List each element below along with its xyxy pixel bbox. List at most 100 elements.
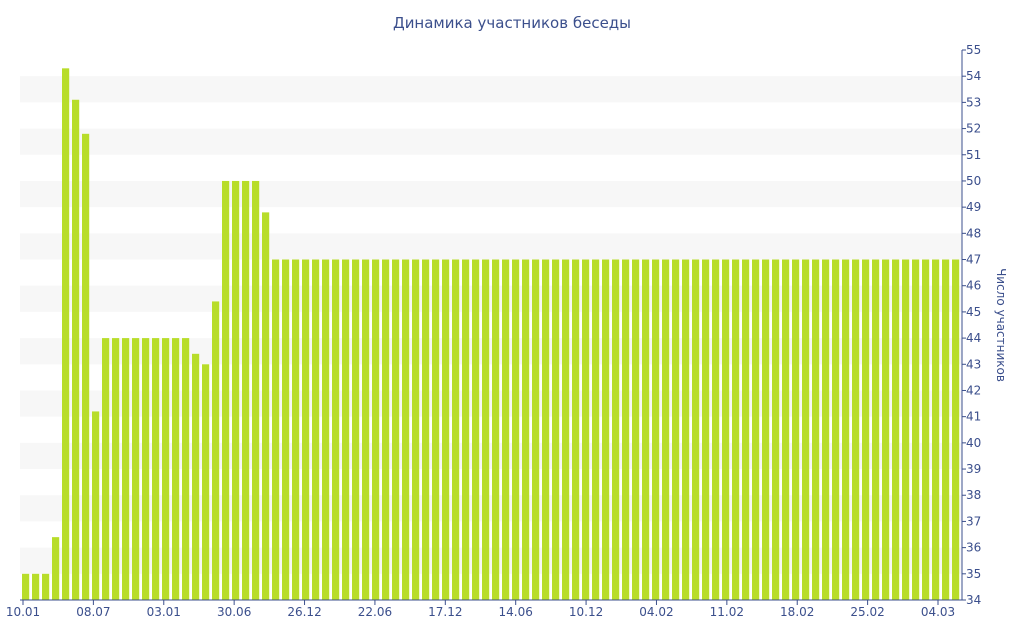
y-tick-label: 41 — [966, 410, 981, 424]
x-tick-label: 14.06 — [499, 605, 533, 619]
bar — [212, 301, 220, 600]
bar — [802, 259, 810, 600]
y-tick-label: 43 — [966, 357, 981, 371]
bar — [872, 259, 880, 600]
bar — [422, 259, 430, 600]
bar — [152, 338, 160, 600]
y-tick-label: 34 — [966, 593, 981, 607]
bar — [612, 259, 620, 600]
bar — [632, 259, 640, 600]
bar — [312, 259, 320, 600]
y-tick-label: 40 — [966, 436, 981, 450]
bar — [192, 353, 200, 600]
y-tick-label: 47 — [966, 253, 981, 267]
bar — [242, 180, 250, 600]
y-tick-label: 52 — [966, 122, 981, 136]
bar — [812, 259, 820, 600]
y-tick-label: 55 — [966, 43, 981, 57]
grid-band — [20, 233, 962, 260]
bar — [762, 259, 770, 600]
bar — [952, 259, 960, 600]
bar — [832, 259, 840, 600]
x-ticks: 10.01 08.07 03.01 30.06 26.12 22.06 17.12 14.06… — [6, 600, 955, 619]
bar — [472, 259, 480, 600]
y-tick-label: 37 — [966, 514, 981, 528]
chart-title: Динамика участников беседы — [393, 14, 631, 32]
bar — [372, 259, 380, 600]
bar — [92, 411, 100, 600]
bar — [172, 338, 180, 600]
bar — [552, 259, 560, 600]
y-tick-label: 39 — [966, 462, 981, 476]
bar — [262, 212, 270, 600]
bar — [882, 259, 890, 600]
bar — [292, 259, 300, 600]
bar — [182, 338, 190, 600]
grid-band — [20, 338, 962, 365]
bar — [702, 259, 710, 600]
bar — [852, 259, 860, 600]
bar — [902, 259, 910, 600]
bar — [892, 259, 900, 600]
bar — [62, 68, 70, 600]
bar — [672, 259, 680, 600]
bar — [72, 99, 80, 600]
bar — [522, 259, 530, 600]
grid-band — [20, 180, 962, 208]
bar — [932, 259, 940, 600]
bar — [732, 259, 740, 600]
grid-band — [20, 442, 962, 470]
x-tick-label: 04.02 — [639, 605, 673, 619]
bar — [122, 338, 130, 600]
bar — [532, 259, 540, 600]
y-tick-label: 38 — [966, 488, 981, 502]
x-tick-label: 11.02 — [710, 605, 744, 619]
bar — [442, 259, 450, 600]
bar — [782, 259, 790, 600]
grid-band — [20, 76, 962, 103]
y-tick-label: 48 — [966, 226, 981, 240]
bar — [742, 259, 750, 600]
bar — [32, 573, 40, 600]
bar — [862, 259, 870, 600]
bar — [162, 338, 170, 600]
bar — [432, 259, 440, 600]
bar — [822, 259, 830, 600]
grid-band — [20, 128, 962, 155]
x-tick-label: 08.07 — [76, 605, 110, 619]
bar — [382, 259, 390, 600]
bar — [352, 259, 360, 600]
bar — [642, 259, 650, 600]
bar — [202, 364, 210, 600]
y-ticks: 34 35 36 37 38 39 40 41 42 43 44 45 46 47 48 49 50 51 52 53… — [962, 43, 981, 607]
bar — [752, 259, 760, 600]
y-tick-label: 53 — [966, 95, 981, 109]
bar — [272, 259, 280, 600]
bar — [82, 133, 90, 600]
x-tick-label: 26.12 — [287, 605, 321, 619]
bar — [102, 338, 110, 600]
y-tick-label: 42 — [966, 383, 981, 397]
bar — [392, 259, 400, 600]
y-tick-label: 46 — [966, 279, 981, 293]
x-tick-label: 17.12 — [428, 605, 462, 619]
bar — [592, 259, 600, 600]
bar — [282, 259, 290, 600]
x-tick-label: 18.02 — [780, 605, 814, 619]
bar — [772, 259, 780, 600]
x-tick-label: 30.06 — [217, 605, 251, 619]
bar — [322, 259, 330, 600]
bar — [582, 259, 590, 600]
bar — [572, 259, 580, 600]
bar — [602, 259, 610, 600]
y-axis-title: Число участников — [994, 268, 1008, 382]
bar — [22, 573, 30, 600]
grid-band — [20, 285, 962, 312]
bar — [502, 259, 510, 600]
bar — [792, 259, 800, 600]
bar — [222, 180, 230, 600]
bar — [512, 259, 520, 600]
bar — [842, 259, 850, 600]
bar — [482, 259, 490, 600]
